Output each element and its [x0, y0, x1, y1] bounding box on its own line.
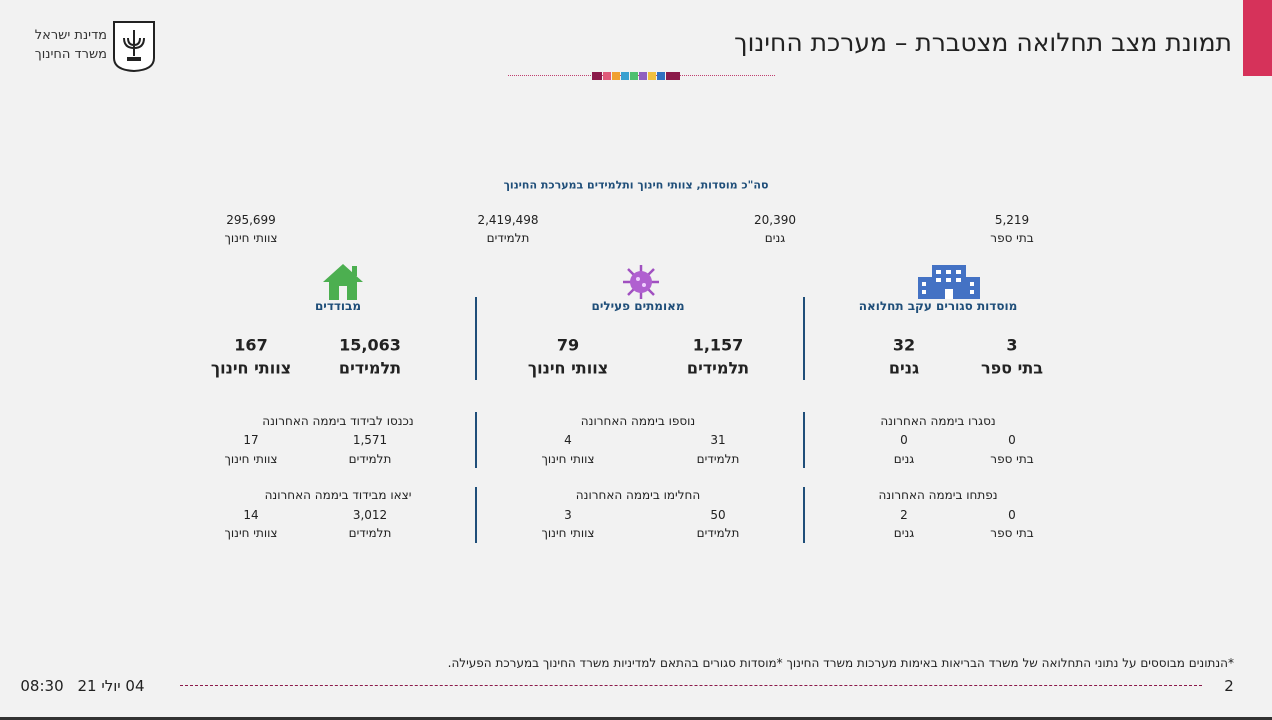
- divider: [803, 487, 805, 543]
- block-value: 3,012: [352, 508, 388, 522]
- main-label: תלמידים: [686, 358, 750, 378]
- block-value: 17: [243, 433, 259, 447]
- page-number: 2: [1224, 677, 1234, 695]
- divider: [803, 412, 805, 468]
- block-title: נפתחו ביממה האחרונה: [878, 488, 998, 502]
- block-title: נכנסו לבידוד ביממה האחרונה: [262, 414, 414, 428]
- block-label: תלמידים: [348, 526, 392, 540]
- main-value: 32: [892, 335, 916, 355]
- footer-rule: [180, 685, 1202, 686]
- block-label: גנים: [893, 526, 915, 540]
- state-emblem: [113, 21, 155, 72]
- bottom-border: [0, 717, 1272, 720]
- block-title: נסגרו ביממה האחרונה: [880, 414, 996, 428]
- slide-date: 04 יולי 21: [77, 677, 145, 695]
- slide-title: תמונת מצב תחלואה מצטברת – מערכת החינוך: [734, 28, 1232, 57]
- summary-value: 20,390: [754, 213, 796, 227]
- block-value: 31: [710, 433, 726, 447]
- main-label: גנים: [888, 358, 920, 378]
- divider: [803, 297, 805, 380]
- footer-note: *הנתונים מבוססים על נתוני התחלואה של משר…: [447, 656, 1234, 670]
- main-value: 3: [1006, 335, 1018, 355]
- virus-icon: [623, 265, 659, 299]
- main-value: 15,063: [339, 335, 401, 355]
- block-value: 0: [1008, 433, 1016, 447]
- column-heading: מבודדים: [314, 299, 362, 313]
- block-label: בתי ספר: [990, 526, 1034, 540]
- slide-time: 08:30: [20, 677, 64, 695]
- block-value: 2: [900, 508, 908, 522]
- block-label: גנים: [893, 452, 915, 466]
- main-value: 1,157: [692, 335, 744, 355]
- summary-title: סה"כ מוסדות, צוותי חינוך ותלמידים במערכת…: [503, 178, 769, 192]
- block-value: 0: [900, 433, 908, 447]
- divider: [475, 412, 477, 468]
- block-title: יצאו מבידוד ביממה האחרונה: [264, 488, 412, 502]
- block-label: צוותי חינוך: [541, 452, 595, 466]
- block-value: 3: [564, 508, 572, 522]
- house-icon: [323, 264, 363, 300]
- summary-value: 295,699: [226, 213, 276, 227]
- block-value: 50: [710, 508, 726, 522]
- main-label: תלמידים: [338, 358, 402, 378]
- block-label: צוותי חינוך: [541, 526, 595, 540]
- block-title: החלימו ביממה האחרונה: [575, 488, 701, 502]
- block-label: בתי ספר: [990, 452, 1034, 466]
- block-value: 14: [243, 508, 259, 522]
- block-label: תלמידים: [348, 452, 392, 466]
- block-title: נוספו ביממה האחרונה: [580, 414, 696, 428]
- ministry-line: משרד החינוך: [34, 47, 107, 62]
- accent-bar: [1243, 0, 1272, 76]
- summary-label: תלמידים: [486, 231, 530, 245]
- summary-value: 2,419,498: [477, 213, 539, 227]
- block-label: צוותי חינוך: [224, 452, 278, 466]
- summary-value: 5,219: [994, 213, 1030, 227]
- block-value: 0: [1008, 508, 1016, 522]
- color-strip: [592, 72, 680, 80]
- main-value: 79: [556, 335, 580, 355]
- main-label: צוותי חינוך: [210, 358, 292, 378]
- column-heading: מאומתים פעילים: [591, 299, 685, 313]
- ministry-line: מדינת ישראל: [34, 28, 107, 43]
- block-value: 4: [564, 433, 572, 447]
- divider: [475, 297, 477, 380]
- summary-label: בתי ספר: [990, 231, 1034, 245]
- ministry-block: מדינת ישראל משרד החינוך: [35, 26, 107, 64]
- divider: [475, 487, 477, 543]
- column-heading: מוסדות סגורים עקב תחלואה: [858, 299, 1018, 313]
- main-label: צוותי חינוך: [527, 358, 609, 378]
- block-label: צוותי חינוך: [224, 526, 278, 540]
- summary-label: צוותי חינוך: [224, 231, 278, 245]
- building-icon: [918, 265, 980, 299]
- block-value: 1,571: [352, 433, 388, 447]
- main-value: 167: [234, 335, 268, 355]
- main-label: בתי ספר: [981, 358, 1043, 378]
- block-label: תלמידים: [696, 526, 740, 540]
- block-label: תלמידים: [696, 452, 740, 466]
- summary-label: גנים: [764, 231, 786, 245]
